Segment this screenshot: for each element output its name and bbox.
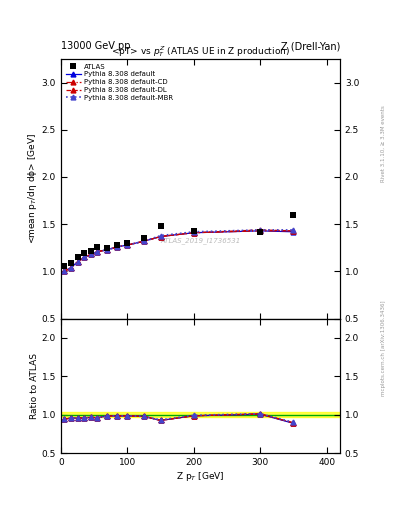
ATLAS <box>191 228 196 234</box>
Text: 13000 GeV pp: 13000 GeV pp <box>61 41 130 51</box>
Pythia 8.308 default-CD <box>82 254 86 261</box>
Pythia 8.308 default-DL <box>62 268 66 274</box>
ATLAS <box>95 244 100 250</box>
Pythia 8.308 default <box>141 238 146 244</box>
Pythia 8.308 default-MBR <box>258 227 263 233</box>
Pythia 8.308 default <box>158 233 163 240</box>
Pythia 8.308 default-DL <box>158 233 163 240</box>
Pythia 8.308 default-MBR <box>95 248 100 254</box>
Pythia 8.308 default <box>115 244 120 250</box>
Pythia 8.308 default-CD <box>115 244 120 250</box>
Y-axis label: <mean p$_T$/dη dϕ> [GeV]: <mean p$_T$/dη dϕ> [GeV] <box>26 133 39 244</box>
Text: Rivet 3.1.10, ≥ 3.3M events: Rivet 3.1.10, ≥ 3.3M events <box>381 105 386 182</box>
Pythia 8.308 default-MBR <box>291 227 296 233</box>
Pythia 8.308 default-DL <box>191 230 196 236</box>
Pythia 8.308 default-DL <box>68 265 73 271</box>
Pythia 8.308 default-CD <box>125 242 130 248</box>
Line: Pythia 8.308 default-CD: Pythia 8.308 default-CD <box>62 228 296 274</box>
Pythia 8.308 default <box>88 251 93 258</box>
Pythia 8.308 default-MBR <box>62 268 66 274</box>
Pythia 8.308 default-CD <box>88 251 93 258</box>
Pythia 8.308 default <box>95 248 100 254</box>
Pythia 8.308 default-DL <box>75 259 80 265</box>
Pythia 8.308 default-CD <box>68 265 73 271</box>
Line: ATLAS: ATLAS <box>61 211 297 269</box>
Pythia 8.308 default-MBR <box>115 244 120 250</box>
ATLAS <box>115 242 120 248</box>
Line: Pythia 8.308 default-MBR: Pythia 8.308 default-MBR <box>62 227 296 274</box>
Pythia 8.308 default-MBR <box>141 238 146 244</box>
Pythia 8.308 default <box>68 265 73 271</box>
Pythia 8.308 default <box>258 228 263 234</box>
Pythia 8.308 default-CD <box>62 268 66 274</box>
Pythia 8.308 default-MBR <box>125 242 130 248</box>
Pythia 8.308 default-CD <box>75 259 80 265</box>
Pythia 8.308 default-MBR <box>82 254 86 261</box>
Pythia 8.308 default-DL <box>115 244 120 250</box>
Pythia 8.308 default-DL <box>258 227 263 233</box>
ATLAS <box>75 254 80 261</box>
Pythia 8.308 default-MBR <box>68 265 73 271</box>
Pythia 8.308 default <box>291 229 296 235</box>
ATLAS <box>258 229 263 235</box>
Pythia 8.308 default-CD <box>258 228 263 234</box>
X-axis label: Z p$_T$ [GeV]: Z p$_T$ [GeV] <box>176 470 225 483</box>
Pythia 8.308 default-MBR <box>158 232 163 239</box>
Pythia 8.308 default-CD <box>141 238 146 244</box>
Pythia 8.308 default-CD <box>95 248 100 254</box>
Pythia 8.308 default-MBR <box>105 247 110 253</box>
ATLAS <box>68 260 73 266</box>
Pythia 8.308 default <box>191 230 196 236</box>
Legend: ATLAS, Pythia 8.308 default, Pythia 8.308 default-CD, Pythia 8.308 default-DL, P: ATLAS, Pythia 8.308 default, Pythia 8.30… <box>64 62 174 102</box>
Pythia 8.308 default <box>125 242 130 248</box>
Text: ATLAS_2019_I1736531: ATLAS_2019_I1736531 <box>160 238 241 244</box>
Pythia 8.308 default-CD <box>191 230 196 236</box>
Pythia 8.308 default-CD <box>158 233 163 240</box>
ATLAS <box>62 263 66 269</box>
ATLAS <box>82 249 86 255</box>
ATLAS <box>291 212 296 218</box>
Pythia 8.308 default-CD <box>105 247 110 253</box>
Line: Pythia 8.308 default-DL: Pythia 8.308 default-DL <box>62 227 296 274</box>
Pythia 8.308 default-DL <box>141 238 146 244</box>
Line: Pythia 8.308 default: Pythia 8.308 default <box>62 228 296 274</box>
ATLAS <box>105 245 110 251</box>
Title: <pT> vs $p_T^Z$ (ATLAS UE in Z production): <pT> vs $p_T^Z$ (ATLAS UE in Z productio… <box>111 44 290 59</box>
Y-axis label: Ratio to ATLAS: Ratio to ATLAS <box>30 353 39 419</box>
Pythia 8.308 default-DL <box>125 242 130 248</box>
Text: mcplots.cern.ch [arXiv:1306.3436]: mcplots.cern.ch [arXiv:1306.3436] <box>381 301 386 396</box>
Pythia 8.308 default-DL <box>105 247 110 253</box>
ATLAS <box>141 236 146 242</box>
Pythia 8.308 default-MBR <box>191 229 196 235</box>
Pythia 8.308 default-MBR <box>88 251 93 258</box>
Pythia 8.308 default <box>75 259 80 265</box>
ATLAS <box>158 223 163 229</box>
Pythia 8.308 default-DL <box>95 248 100 254</box>
Pythia 8.308 default <box>62 268 66 274</box>
Pythia 8.308 default <box>105 247 110 253</box>
Pythia 8.308 default-MBR <box>75 259 80 265</box>
Pythia 8.308 default-CD <box>291 228 296 234</box>
Pythia 8.308 default-DL <box>88 251 93 258</box>
Bar <box>61 412 340 417</box>
ATLAS <box>88 248 93 254</box>
Pythia 8.308 default-DL <box>291 228 296 234</box>
ATLAS <box>125 240 130 246</box>
Pythia 8.308 default <box>82 254 86 261</box>
Text: Z (Drell-Yan): Z (Drell-Yan) <box>281 41 340 51</box>
Pythia 8.308 default-DL <box>82 254 86 261</box>
